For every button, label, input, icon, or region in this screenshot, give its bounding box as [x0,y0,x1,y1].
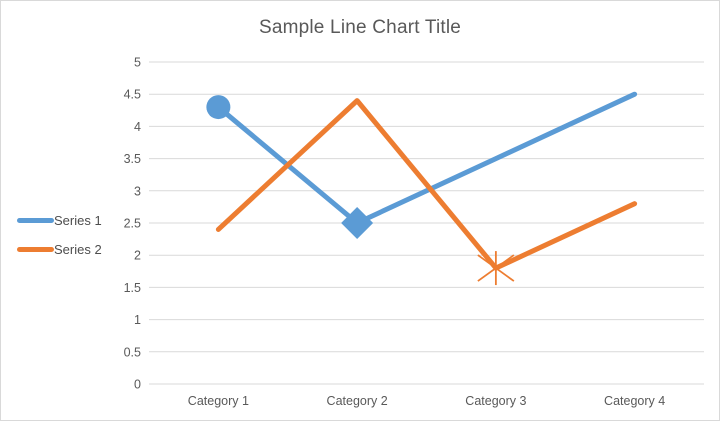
y-tick-label: 1.5 [124,281,141,295]
x-category-label: Category 4 [604,394,665,408]
chart-title: Sample Line Chart Title [258,17,462,38]
y-tick-label: 5 [134,56,141,70]
y-tick-label: 2 [134,249,141,263]
legend-item-series-2[interactable]: Series 2 [17,240,102,258]
y-tick-label: 0 [134,378,141,392]
legend-label-series-2: Series 2 [54,241,102,257]
x-category-label: Category 2 [327,394,388,408]
series-1-marker-circle[interactable] [206,95,231,120]
y-tick-label: 3.5 [124,152,141,166]
legend: Series 1 Series 2 [17,211,102,269]
legend-item-series-1[interactable]: Series 1 [17,211,102,229]
legend-swatch-series-1 [17,217,54,223]
x-category-label: Category 1 [188,394,249,408]
y-tick-label: 4.5 [124,88,141,102]
series-2-marker-asterisk[interactable] [477,251,515,286]
x-category-label: Category 3 [465,394,526,408]
asterisk-spoke [477,254,515,282]
legend-label-series-1: Series 1 [54,212,102,228]
legend-swatch-series-2 [17,246,54,252]
y-tick-label: 1 [134,313,141,327]
y-tick-label: 2.5 [124,217,141,231]
y-tick-label: 4 [134,120,141,134]
y-tick-label: 3 [134,184,141,198]
series-1-marker-diamond[interactable] [341,207,374,239]
series-2-line[interactable] [215,98,638,271]
y-tick-label: 0.5 [124,345,141,359]
